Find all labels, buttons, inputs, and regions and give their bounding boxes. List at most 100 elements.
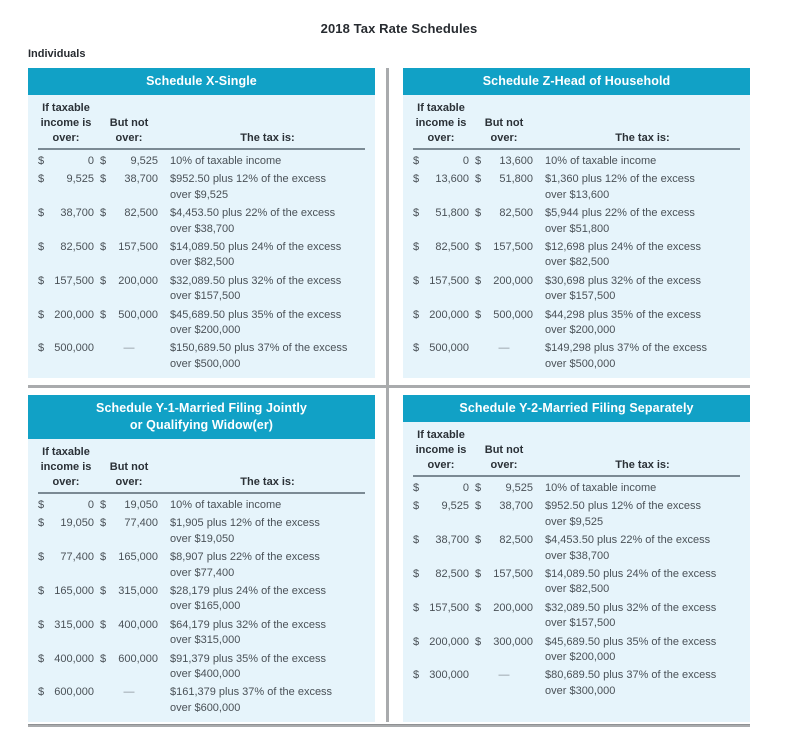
tax-line: $32,089.50 plus 32% of the excess	[170, 274, 342, 287]
bracket-row: $ 500,000 — $149,298 plus 37% of the exc…	[413, 341, 740, 372]
tax-description-cell: $45,689.50 plus 35% of the excess over $2…	[545, 635, 740, 666]
income-over-cell: $ 500,000	[413, 341, 469, 372]
column-header-line: income is	[415, 444, 467, 456]
income-over-amount: 200,000	[54, 308, 94, 321]
income-over-cell: $ 165,000	[38, 584, 94, 615]
schedule-title-line: Schedule X-Single	[146, 74, 257, 88]
bracket-row: $ 82,500 $ 157,500 $14,089.50 plus 24% o…	[413, 567, 740, 598]
dollar-sign: $	[475, 568, 482, 581]
column-header-income-over: If taxable income is over:	[38, 101, 94, 146]
tax-line: over $315,000	[170, 634, 241, 647]
horizontal-divider	[28, 385, 750, 388]
schedule-title: Schedule Z-Head of Household	[403, 68, 750, 95]
but-not-over-amount: 500,000	[493, 308, 533, 321]
income-over-amount: 51,800	[435, 207, 469, 220]
column-header-line: If taxable	[417, 102, 465, 114]
income-over-cell: $ 315,000	[38, 618, 94, 649]
column-header-line: But not	[484, 444, 524, 456]
bracket-row: $ 500,000 — $150,689.50 plus 37% of the …	[38, 341, 365, 372]
column-header-but-not-over: But not over:	[100, 116, 158, 146]
column-header-tax-is: The tax is:	[545, 458, 740, 473]
column-headers: If taxable income is over: But not over: Th…	[38, 445, 365, 494]
income-over-amount: 157,500	[429, 274, 469, 287]
bracket-row: $ 157,500 $ 200,000 $32,089.50 plus 32% …	[38, 274, 365, 305]
but-not-over-amount: 300,000	[493, 635, 533, 648]
tax-line: $5,944 plus 22% of the excess	[545, 207, 695, 220]
tax-line: over $200,000	[170, 324, 241, 337]
but-not-over-cell: —	[100, 341, 158, 372]
schedule-title-line: Schedule Y-1-Married Filing Jointly	[96, 401, 307, 415]
bracket-row: $ 82,500 $ 157,500 $12,698 plus 24% of t…	[413, 240, 740, 271]
column-headers: If taxable income is over: But not over: Th…	[413, 428, 740, 477]
bracket-row: $ 157,500 $ 200,000 $32,089.50 plus 32% …	[413, 601, 740, 632]
income-over-amount: 13,600	[435, 173, 469, 186]
dollar-sign: $	[413, 155, 420, 167]
dollar-sign: $	[413, 173, 420, 186]
schedule-panel: Schedule Y-1-Married Filing Jointly or Qu…	[28, 395, 375, 722]
bracket-row: $ 51,800 $ 82,500 $5,944 plus 22% of the…	[413, 206, 740, 237]
schedule-title-line: Schedule Y-2-Married Filing Separately	[459, 401, 694, 415]
column-header-line: The tax is:	[615, 132, 670, 144]
but-not-over-cell: —	[475, 668, 533, 699]
column-header-income-over: If taxable income is over:	[413, 101, 469, 146]
tax-description-cell: $28,179 plus 24% of the excess over $165,…	[170, 584, 365, 615]
income-over-amount: 0	[462, 155, 469, 167]
schedule-body: If taxable income is over: But not over: Th…	[28, 439, 375, 720]
but-not-over-amount: 38,700	[124, 173, 158, 186]
bracket-row: $ 19,050 $ 77,400 $1,905 plus 12% of the…	[38, 516, 365, 547]
but-not-over-amount: 157,500	[118, 241, 158, 254]
tax-description-cell: $5,944 plus 22% of the excess over $51,80…	[545, 206, 740, 237]
tax-description-cell: 10% of taxable income	[170, 154, 365, 169]
income-over-amount: 157,500	[54, 274, 94, 287]
income-over-cell: $ 500,000	[38, 341, 94, 372]
tax-line: over $77,400	[170, 566, 235, 579]
column-header-line: over:	[52, 132, 80, 144]
bracket-row: $ 82,500 $ 157,500 $14,089.50 plus 24% o…	[38, 240, 365, 271]
tax-description-cell: $12,698 plus 24% of the excess over $82,5…	[545, 240, 740, 271]
column-header-but-not-over: But not over:	[100, 460, 158, 490]
tax-description-cell: $80,689.50 plus 37% of the excess over $3…	[545, 668, 740, 699]
dollar-sign: $	[100, 618, 107, 631]
dollar-sign: $	[100, 274, 107, 287]
income-over-cell: $ 0	[38, 498, 94, 513]
but-not-over-amount: 19,050	[124, 499, 158, 511]
column-header-line: over:	[115, 476, 143, 488]
dollar-sign: $	[38, 308, 45, 321]
bracket-rows: $ 0 $ 19,050 10% of taxable income $ 19,…	[38, 498, 365, 716]
but-not-over-cell: $ 38,700	[475, 499, 533, 530]
dollar-sign: $	[475, 482, 482, 494]
dollar-sign: $	[100, 551, 107, 564]
bracket-row: $ 9,525 $ 38,700 $952.50 plus 12% of the…	[413, 499, 740, 530]
but-not-over-amount: 82,500	[499, 207, 533, 220]
tax-line: over $38,700	[545, 549, 610, 562]
dollar-sign: $	[38, 173, 45, 186]
dollar-sign: $	[100, 207, 107, 220]
column-header-line: If taxable	[42, 102, 90, 114]
bracket-row: $ 0 $ 13,600 10% of taxable income	[413, 154, 740, 169]
tax-line: 10% of taxable income	[170, 155, 282, 167]
tax-description-cell: $8,907 plus 22% of the excess over $77,40…	[170, 550, 365, 581]
income-over-cell: $ 38,700	[413, 533, 469, 564]
column-header-line: over:	[115, 132, 143, 144]
tax-line: $12,698 plus 24% of the excess	[545, 241, 701, 254]
tax-line: over $9,525	[170, 188, 229, 201]
bracket-row: $ 77,400 $ 165,000 $8,907 plus 22% of th…	[38, 550, 365, 581]
tax-line: $8,907 plus 22% of the excess	[170, 551, 320, 564]
but-not-over-cell: $ 9,525	[100, 154, 158, 169]
income-over-cell: $ 300,000	[413, 668, 469, 699]
but-not-over-amount: —	[498, 342, 510, 355]
tax-description-cell: $161,379 plus 37% of the excess over $600…	[170, 685, 365, 716]
but-not-over-cell: $ 165,000	[100, 550, 158, 581]
tax-line: $45,689.50 plus 35% of the excess	[170, 308, 342, 321]
but-not-over-amount: 157,500	[493, 568, 533, 581]
dollar-sign: $	[413, 568, 420, 581]
income-over-cell: $ 200,000	[413, 308, 469, 339]
tax-description-cell: $149,298 plus 37% of the excess over $500…	[545, 341, 740, 372]
tax-line: over $13,600	[545, 188, 610, 201]
bracket-row: $ 200,000 $ 500,000 $44,298 plus 35% of …	[413, 308, 740, 339]
income-over-cell: $ 82,500	[38, 240, 94, 271]
but-not-over-amount: —	[123, 686, 135, 699]
income-over-cell: $ 77,400	[38, 550, 94, 581]
but-not-over-amount: 82,500	[124, 207, 158, 220]
